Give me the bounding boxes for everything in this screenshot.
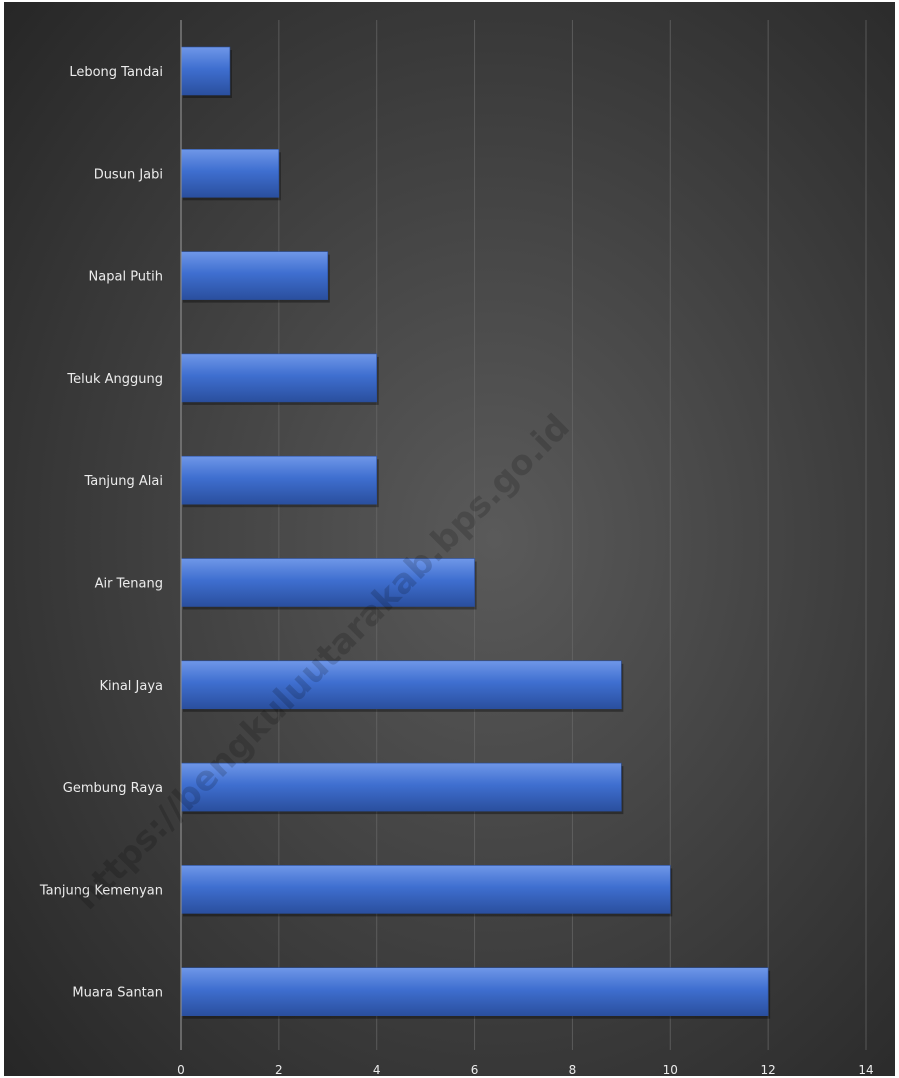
x-tick-label: 10 [663,1063,678,1077]
category-label: Teluk Anggung [66,372,163,387]
bar-gembung-raya [180,762,622,812]
category-label: Tanjung Alai [83,474,163,489]
category-label: Lebong Tandai [69,65,163,80]
category-label: Air Tenang [95,577,163,592]
x-tick-label: 8 [569,1063,577,1077]
x-tick-label: 14 [858,1063,873,1077]
bar-teluk-anggung [180,353,378,403]
bar-air-tenang [180,558,475,607]
x-tick-label: 6 [471,1063,479,1077]
category-label: Gembung Raya [63,781,163,796]
bars [180,46,771,1019]
category-label: Dusun Jabi [94,167,163,182]
bar-muara-santan [180,967,769,1017]
bar-kinal-jaya [180,660,622,710]
category-label: Kinal Jaya [99,679,163,694]
bar-lebong-tandai [180,46,231,96]
bar-tanjung-kemenyan [180,865,671,914]
x-tick-label: 12 [761,1063,776,1077]
category-label: Muara Santan [72,986,163,1001]
category-label: Tanjung Kemenyan [39,883,163,898]
x-tick-label: 2 [275,1063,283,1077]
category-label: Napal Putih [89,270,163,285]
bar-napal-putih [180,251,329,300]
x-tick-labels: 0 2 4 6 8 10 12 14 [177,1063,873,1077]
bar-dusun-jabi [180,149,280,198]
bar-tanjung-alai [180,455,378,505]
x-tick-label: 0 [177,1063,185,1077]
category-labels: Lebong Tandai Dusun Jabi Napal Putih Teluk … [39,65,163,1001]
x-tick-label: 4 [373,1063,381,1077]
